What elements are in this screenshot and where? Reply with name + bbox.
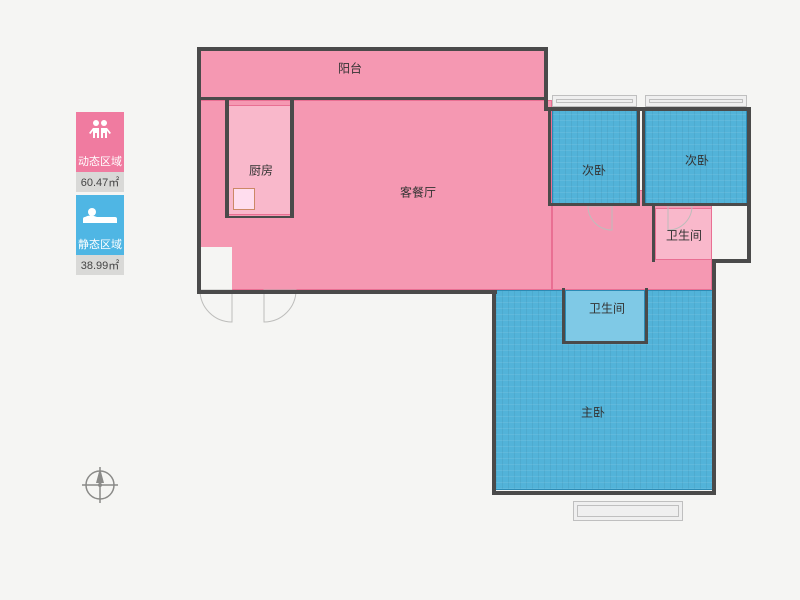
room-kitchen-overlay bbox=[228, 105, 293, 215]
wall bbox=[642, 110, 645, 206]
wall bbox=[747, 107, 751, 262]
wall bbox=[562, 341, 648, 344]
wall bbox=[197, 47, 201, 100]
label-bath_r: 卫生间 bbox=[666, 227, 702, 244]
label-bed2b: 次卧 bbox=[685, 152, 709, 169]
window-inner bbox=[577, 505, 679, 517]
wall bbox=[548, 110, 551, 206]
floorplan-stage: 阳台厨房客餐厅卫生间次卧次卧卫生间主卧动态区域60.47㎡静态区域38.99㎡ bbox=[0, 0, 800, 600]
wall bbox=[652, 206, 655, 262]
wall bbox=[225, 216, 294, 218]
legend-static-icon bbox=[76, 195, 124, 233]
compass-icon bbox=[80, 465, 120, 505]
window bbox=[552, 95, 637, 107]
window bbox=[573, 501, 683, 521]
wall bbox=[637, 110, 640, 206]
label-kitchen: 厨房 bbox=[249, 162, 273, 179]
wall bbox=[197, 290, 497, 294]
legend-static-title: 静态区域 bbox=[76, 233, 124, 255]
wall bbox=[645, 288, 648, 344]
kitchen-fixture bbox=[233, 188, 255, 210]
label-bath_m: 卫生间 bbox=[589, 300, 625, 317]
wall bbox=[642, 203, 750, 206]
label-livedine: 客餐厅 bbox=[400, 184, 436, 201]
wall bbox=[492, 491, 716, 495]
wall bbox=[712, 259, 751, 263]
label-masterbed: 主卧 bbox=[581, 404, 605, 421]
wall bbox=[197, 97, 201, 293]
wall bbox=[712, 259, 716, 494]
room-bed2a bbox=[552, 110, 637, 206]
legend-dynamic-icon bbox=[76, 112, 124, 150]
legend-dynamic-title: 动态区域 bbox=[76, 150, 124, 172]
wall bbox=[200, 97, 547, 100]
wall bbox=[225, 100, 229, 218]
legend-dynamic-value: 60.47㎡ bbox=[76, 172, 124, 192]
window-inner bbox=[649, 99, 743, 103]
wall bbox=[544, 107, 750, 111]
wall bbox=[492, 290, 496, 494]
label-balcony: 阳台 bbox=[338, 60, 362, 77]
legend-static: 静态区域38.99㎡ bbox=[76, 195, 124, 275]
wall bbox=[544, 47, 548, 110]
legend-dynamic: 动态区域60.47㎡ bbox=[76, 112, 124, 192]
wall bbox=[290, 100, 294, 218]
window bbox=[645, 95, 747, 107]
legend-static-value: 38.99㎡ bbox=[76, 255, 124, 275]
label-bed2a: 次卧 bbox=[582, 162, 606, 179]
notch-entry bbox=[197, 247, 232, 294]
wall bbox=[548, 203, 640, 206]
window-inner bbox=[556, 99, 633, 103]
room-balcony bbox=[200, 50, 545, 100]
wall bbox=[562, 288, 565, 344]
wall bbox=[197, 47, 547, 51]
